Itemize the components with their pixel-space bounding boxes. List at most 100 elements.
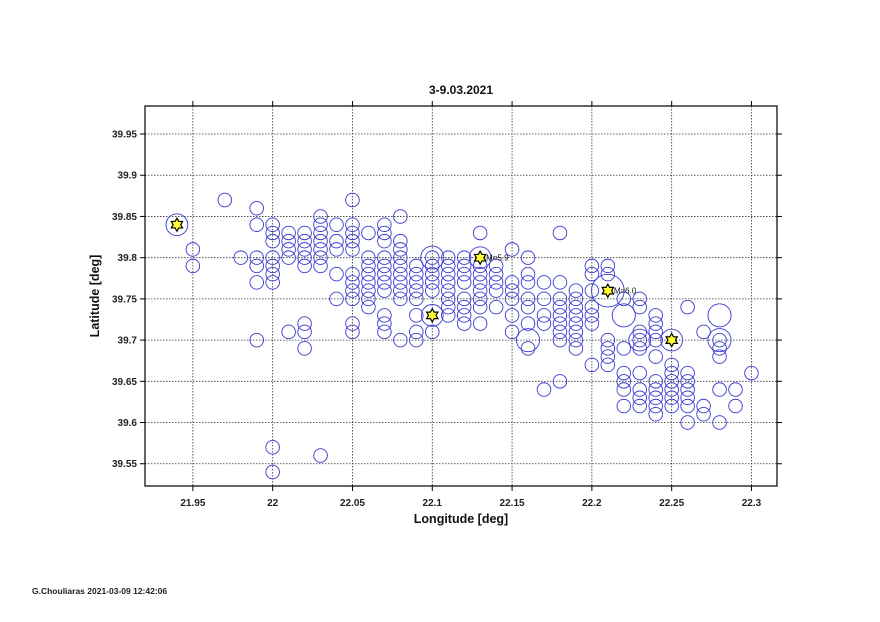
event-circle: [345, 275, 360, 290]
event-circle: [249, 258, 264, 274]
event-circle: [632, 365, 647, 381]
event-circle: [265, 258, 280, 274]
event-circle: [297, 233, 312, 249]
event-circle: [345, 324, 360, 340]
event-circle: [584, 283, 600, 298]
event-circle: [568, 299, 584, 315]
event-circle: [281, 242, 296, 257]
event-circle: [297, 258, 312, 274]
event-circle: [361, 225, 376, 241]
event-circle: [377, 233, 392, 249]
y-tick-label: 39.65: [112, 377, 137, 388]
event-circle: [504, 242, 520, 257]
magnitude-label: M=5.9: [486, 254, 509, 263]
event-circle: [265, 464, 280, 480]
event-circle: [329, 242, 344, 257]
event-circle: [568, 291, 584, 307]
event-circle: [616, 382, 632, 397]
event-circle: [488, 258, 504, 274]
x-tick-label: 22.2: [582, 498, 602, 509]
event-circle: [712, 341, 727, 356]
x-tick-label: 22.25: [659, 498, 684, 509]
event-circle: [265, 250, 280, 265]
event-circle: [568, 332, 584, 348]
event-circle: [568, 308, 584, 323]
event-circle: [281, 250, 296, 265]
mainshock-circle: [165, 213, 189, 237]
event-circle: [520, 341, 536, 356]
y-tick-label: 39.6: [118, 418, 138, 429]
event-circle: [456, 316, 472, 331]
event-circle: [632, 291, 647, 307]
event-circle: [664, 365, 679, 381]
event-circle: [440, 299, 456, 315]
y-tick-label: 39.75: [112, 294, 137, 305]
event-circle: [361, 291, 376, 307]
event-circle: [345, 291, 360, 307]
event-circle: [409, 266, 424, 282]
event-circle: [425, 266, 440, 282]
event-circle: [552, 275, 568, 290]
event-circle: [425, 250, 440, 265]
event-circle: [488, 283, 504, 298]
event-circle: [345, 266, 360, 282]
y-tick-label: 39.95: [112, 130, 137, 141]
event-circle: [648, 407, 663, 422]
event-circle: [393, 283, 408, 298]
event-circle: [488, 275, 504, 290]
event-circle: [313, 209, 328, 224]
event-circle: [472, 299, 488, 315]
event-circle: [520, 266, 536, 282]
event-circle: [680, 365, 695, 381]
event-circle: [265, 440, 280, 455]
event-circle: [728, 382, 743, 397]
event-circle: [249, 275, 264, 290]
event-circle: [600, 349, 616, 364]
event-circle: [377, 266, 392, 282]
event-circle: [648, 398, 663, 414]
event-circle: [680, 415, 695, 430]
event-circle: [377, 324, 392, 340]
event-circle: [345, 283, 360, 298]
event-circle: [377, 250, 392, 265]
event-circle: [552, 374, 568, 389]
y-axis-label: Latitude [deg]: [88, 255, 102, 338]
event-circle: [552, 308, 568, 323]
event-circle: [377, 316, 392, 331]
event-circle: [345, 225, 360, 241]
event-circle: [313, 217, 328, 232]
event-circle: [568, 316, 584, 331]
star-icon: [473, 249, 487, 266]
event-circle: [568, 283, 584, 298]
event-circle: [552, 291, 568, 307]
event-circle: [425, 283, 440, 298]
event-circle: [584, 308, 600, 323]
event-circle: [329, 233, 344, 249]
large-event-circle: [611, 303, 636, 328]
event-circle: [584, 266, 600, 282]
event-circle: [600, 332, 616, 348]
event-circle: [472, 283, 488, 298]
event-circle: [456, 258, 472, 274]
event-circle: [648, 332, 663, 348]
event-circle: [472, 291, 488, 307]
event-circle: [313, 448, 328, 463]
grid: [145, 106, 777, 486]
ticks: 21.95 22 22.05 22.1 22.15 22.2 22.25 22.3 39.95 3…: [112, 101, 782, 509]
event-circle: [440, 283, 456, 298]
event-circle: [265, 233, 280, 249]
magnitude-label: M=6.0: [614, 287, 637, 296]
event-circle: [440, 266, 456, 282]
event-circle: [648, 349, 663, 364]
event-circle: [393, 266, 408, 282]
author-timestamp-footer: G.Chouliaras 2021-03-09 12:42:06: [32, 586, 168, 596]
event-circle: [632, 299, 647, 315]
event-circle: [632, 390, 647, 406]
plot-frame: [144, 105, 778, 487]
mainshock-circle: [660, 328, 683, 352]
large-event-circle: [707, 328, 732, 353]
event-circle: [297, 324, 312, 340]
event-circle: [712, 332, 727, 348]
event-circle: [377, 275, 392, 290]
